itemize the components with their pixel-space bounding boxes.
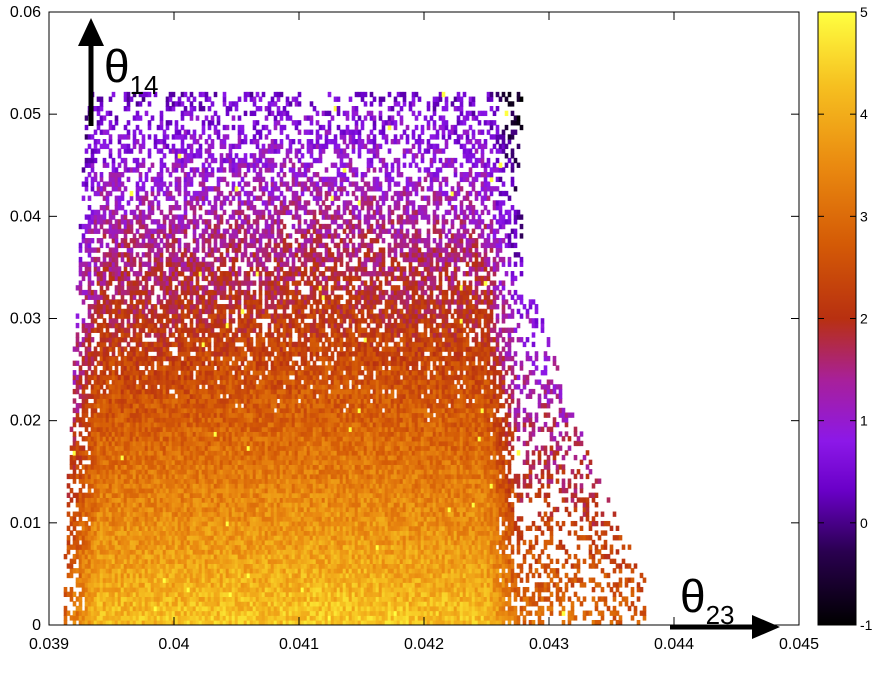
heatmap-cells bbox=[63, 91, 647, 626]
x-tick-label: 0.043 bbox=[529, 636, 569, 653]
axis-arrows bbox=[78, 18, 780, 639]
x-tick-label: 0.041 bbox=[279, 636, 319, 653]
right-arrow-icon bbox=[752, 615, 780, 639]
colorbar-tick-label: 2 bbox=[860, 311, 868, 327]
y-axis-label: θ14 bbox=[104, 40, 159, 100]
colorbar-tick-label: 3 bbox=[860, 208, 868, 224]
x-tick-label: 0.045 bbox=[779, 636, 819, 653]
x-axis-label: θ23 bbox=[680, 570, 735, 630]
colorbar-tick-label: -1 bbox=[860, 617, 873, 633]
y-tick-label: 0.04 bbox=[10, 208, 41, 225]
colorbar-tick-label: 5 bbox=[860, 4, 868, 20]
y-tick-label: 0.05 bbox=[10, 106, 41, 123]
x-axis-ticks: 0.039 0.04 0.041 0.042 0.043 0.044 0.045 bbox=[29, 12, 819, 653]
up-arrow-icon bbox=[78, 18, 104, 46]
x-tick-label: 0.042 bbox=[404, 636, 444, 653]
colorbar-tick-label: 0 bbox=[860, 515, 868, 531]
y-tick-label: 0.01 bbox=[10, 515, 41, 532]
x-tick-label: 0.04 bbox=[158, 636, 189, 653]
colorbar-ticks: -1 0 1 2 3 4 5 bbox=[818, 4, 873, 633]
y-tick-label: 0.06 bbox=[10, 4, 41, 21]
colorbar-tick-label: 1 bbox=[860, 413, 868, 429]
x-tick-label: 0.039 bbox=[29, 636, 69, 653]
colorbar-tick-label: 4 bbox=[860, 106, 868, 122]
y-tick-label: 0.02 bbox=[10, 413, 41, 430]
y-axis-ticks: 0 0.01 0.02 0.03 0.04 0.05 0.06 bbox=[10, 4, 799, 634]
y-tick-label: 0 bbox=[32, 617, 41, 634]
x-tick-label: 0.044 bbox=[654, 636, 694, 653]
y-tick-label: 0.03 bbox=[10, 311, 41, 328]
